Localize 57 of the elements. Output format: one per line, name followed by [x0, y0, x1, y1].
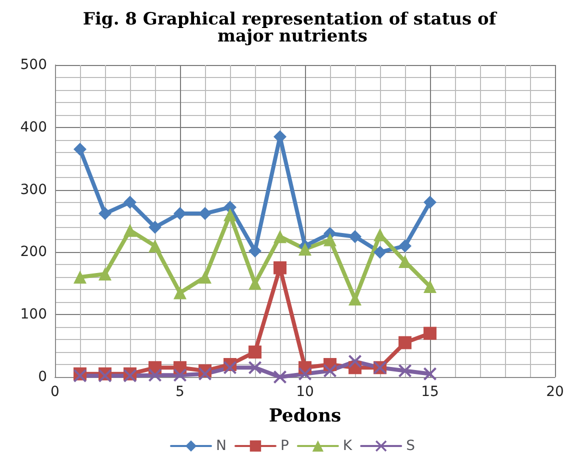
point — [398, 239, 412, 252]
point — [424, 280, 436, 294]
point — [274, 230, 286, 244]
point — [148, 368, 162, 382]
legend-label: P — [280, 438, 289, 454]
point — [174, 286, 186, 300]
point — [124, 224, 136, 237]
point — [298, 242, 312, 256]
point — [174, 368, 186, 382]
point — [224, 208, 236, 222]
y-tick-label: 300 — [20, 182, 47, 198]
point — [424, 196, 436, 209]
point — [148, 220, 162, 234]
y-tick-label: 200 — [20, 244, 47, 260]
point — [348, 230, 362, 244]
legend-label: N — [216, 438, 226, 454]
y-tick-label: 500 — [20, 57, 47, 73]
point — [274, 370, 286, 384]
legend-label: S — [406, 438, 416, 454]
y-tick-label: 0 — [38, 369, 47, 385]
point — [274, 261, 286, 274]
chart-title: Fig. 8 Graphical representation of status of major nutrients — [82, 10, 502, 46]
y-tick-label: 100 — [20, 306, 47, 323]
point — [424, 367, 436, 380]
point — [124, 196, 136, 209]
point — [324, 233, 336, 246]
point — [98, 268, 112, 281]
point — [98, 207, 112, 220]
point — [198, 207, 212, 220]
point — [374, 228, 386, 242]
point — [248, 361, 262, 374]
point — [248, 346, 262, 359]
x-tick-label: 20 — [546, 384, 564, 400]
y-tick-label: 400 — [20, 119, 47, 136]
point — [398, 336, 412, 350]
point — [398, 364, 412, 378]
point — [198, 367, 212, 380]
point — [348, 292, 362, 306]
x-tick-label: 5 — [176, 384, 184, 400]
legend-label: K — [342, 438, 353, 454]
point — [374, 246, 386, 259]
point — [74, 270, 86, 284]
point — [248, 244, 262, 258]
x-tick-label: 0 — [50, 384, 60, 400]
point — [198, 270, 212, 284]
point — [174, 207, 186, 220]
point — [424, 326, 436, 340]
x-axis-title: Pedons — [268, 406, 342, 426]
point — [348, 354, 362, 368]
point — [224, 361, 236, 374]
point — [324, 364, 336, 378]
point — [298, 367, 312, 380]
point — [74, 142, 86, 156]
x-tick-label: 15 — [421, 384, 439, 400]
x-tick-label: 10 — [296, 384, 314, 400]
point — [148, 239, 162, 252]
point — [248, 276, 262, 290]
